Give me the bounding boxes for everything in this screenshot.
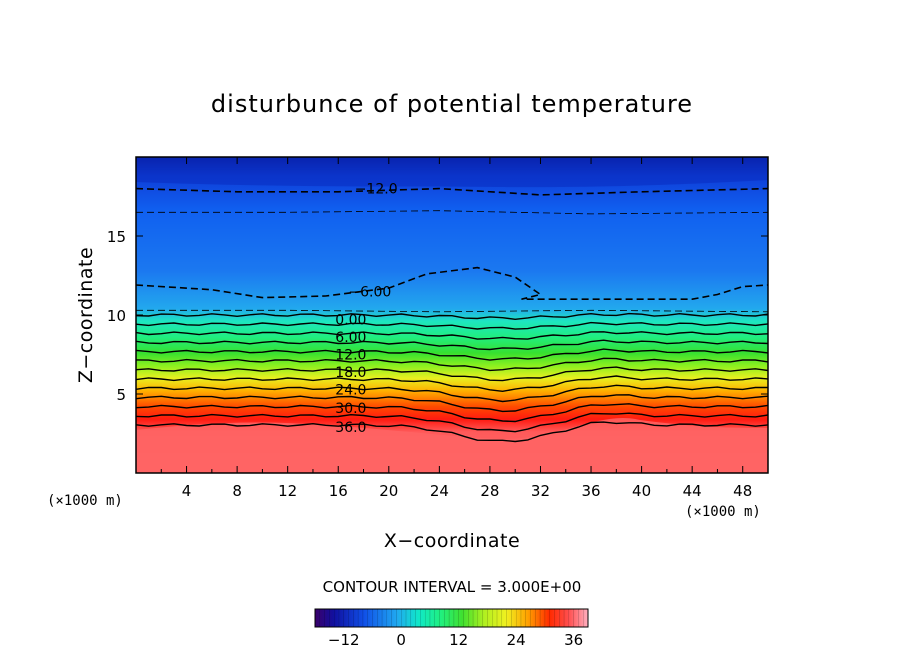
x-tick-label: 4	[182, 482, 192, 500]
x-tick-label: 20	[379, 482, 398, 500]
chart-title: disturbunce of potential temperature	[211, 90, 693, 118]
contour-label: 12.0	[335, 348, 366, 364]
y-axis-unit: (×1000 m)	[47, 493, 123, 509]
x-axis-unit: (×1000 m)	[685, 504, 761, 520]
contour-line-negative	[136, 266, 768, 300]
contour-label: 24.0	[335, 382, 366, 398]
y-tick-label: 10	[107, 307, 126, 325]
contour-line	[136, 348, 768, 361]
x-tick-label: 36	[581, 482, 600, 500]
x-tick-label: 32	[531, 482, 550, 500]
y-axis-label: Z−coordinate	[75, 247, 97, 383]
colorbar-tick-label: −12	[328, 631, 360, 649]
contour-line	[136, 339, 768, 351]
contour-line	[136, 403, 768, 423]
y-tick-label: 5	[116, 386, 126, 404]
contour-label: 30.0	[335, 401, 366, 417]
x-tick-label: 28	[480, 482, 499, 500]
colorbar-tick-label: 0	[396, 631, 406, 649]
y-tick-label: 15	[107, 228, 126, 246]
contour-line-negative	[136, 187, 768, 196]
contour-line	[136, 366, 768, 382]
x-axis-label: X−coordinate	[384, 530, 520, 552]
contour-label: −12.0	[355, 182, 398, 198]
contour-line	[136, 384, 768, 403]
x-tick-label: 24	[430, 482, 449, 500]
colorbar-ticks: −12 0 12 24 36	[328, 631, 583, 649]
contour-label: 6.00	[335, 330, 366, 346]
colorbar-tick-label: 36	[564, 631, 583, 649]
contour-line	[136, 421, 768, 443]
y-axis-ticks: 5 10 15	[107, 228, 768, 404]
x-tick-label: 44	[683, 482, 702, 500]
contour-label: −6.00	[348, 284, 391, 300]
x-axis-ticks: 4 8 12 16 20 24 28 32 36 40 44 48	[160, 157, 752, 500]
contour-line-negative	[136, 309, 768, 313]
contour-line	[136, 331, 768, 340]
contour-interval-text: CONTOUR INTERVAL = 3.000E+00	[323, 578, 582, 596]
contour-line	[136, 321, 768, 330]
colorbar-tick-label: 24	[507, 631, 526, 649]
contour-line	[136, 394, 768, 413]
warm-dip-region	[136, 417, 768, 473]
colorbar	[314, 608, 589, 628]
x-tick-label: 8	[232, 482, 242, 500]
upper-cold-band	[136, 157, 768, 188]
x-tick-label: 16	[329, 482, 348, 500]
contour-lines	[136, 187, 768, 443]
contour-labels: −12.0 −6.00 0.006.00 12.018.024.0 30.0 36.0	[335, 182, 397, 437]
x-tick-label: 48	[733, 482, 752, 500]
contour-line	[136, 375, 768, 393]
x-tick-label: 40	[632, 482, 651, 500]
contour-label: 18.0	[335, 365, 366, 381]
colorbar-segments	[314, 609, 589, 627]
colorbar-tick-label: 12	[449, 631, 468, 649]
contour-line	[136, 412, 768, 433]
contour-line	[136, 312, 768, 321]
contour-label: 0.00	[335, 313, 366, 329]
contour-line-negative	[136, 210, 768, 215]
x-tick-label: 12	[278, 482, 297, 500]
contour-line	[136, 357, 768, 372]
contour-label: 36.0	[335, 420, 366, 436]
